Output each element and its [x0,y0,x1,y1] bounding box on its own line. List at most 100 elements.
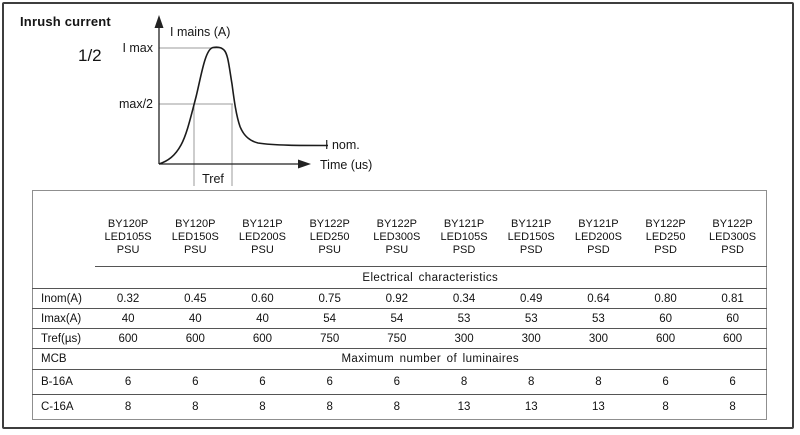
row-label: Tref(µs) [32,328,95,349]
data-cell: 8 [124,401,132,413]
table-header-row: BY120P LED105S PSU BY120P LED150S PSU BY121P LE… [33,190,767,267]
data-cell: 6 [363,369,431,395]
header-line: LED200S [574,231,622,243]
electrical-section-row-title: Electrical characteristics [94,266,767,289]
header-spacer-cell [33,191,95,267]
data-cell: 40 [94,308,162,329]
y-axis-arrow [154,15,164,28]
table-row-tref-s-: Tref(µs) 600 600 600 750 750 300 300 300 600 600 [32,328,767,349]
header-line: PSD [721,244,744,256]
header-line: PSU [385,244,409,256]
data-cell: 6 [632,369,700,395]
data-cell: 8 [259,401,266,413]
header-line: LED200S [238,231,287,243]
column-header-by121p-led150s-psd: BY121P LED150S PSD [497,190,565,267]
data-cell: 54 [363,308,431,329]
header-line: LED105S [440,231,488,243]
header-line: PSU [183,244,207,256]
data-cell: 53 [564,308,632,329]
data-cell: 600 [228,328,297,349]
table-row-inom-a-: Inom(A) 0.32 0.45 0.60 0.75 0.92 0.34 0.49 0.64 0… [32,288,767,309]
header-line: PSD [519,244,543,256]
data-cell: 8 [430,369,498,395]
inrush-current-graph: I mains (A) I max max/2 I nom. Time (us)… [119,15,372,186]
data-cell: 300 [430,328,498,349]
data-cell: 60 [632,308,700,329]
table-row-c-16a: C-16A 8 8 8 8 8 13 13 13 8 8 [33,395,767,420]
header-line: LED150S [507,231,555,243]
data-cell: 600 [94,328,162,349]
data-cell: 8 [393,401,401,413]
column-header-by122p-led300s-psd: BY122P LED300S PSD [699,190,767,267]
data-cell: 0.92 [363,288,431,309]
mcb-section-row: MCB Maximum number of luminaires [32,348,767,370]
data-cell: 54 [296,308,364,329]
data-cell: 750 [363,328,431,349]
table-row-b-16a: B-16A 6 6 6 6 6 8 8 8 6 6 [32,369,767,395]
row-label: Imax(A) [32,308,95,329]
data-cell: 53 [497,308,565,329]
data-cell: 0.49 [497,288,565,309]
column-header-by121p-led200s-psd: BY121P LED200S PSD [564,190,632,267]
data-cell: 53 [430,308,498,329]
header-line: BY120P [175,218,216,230]
half-fraction-label: 1/2 [78,46,102,65]
header-line: PSU [116,244,140,256]
column-header-by122p-led250-psd: BY122P LED250 PSD [632,190,700,267]
inrush-current-figure: Inrush current 1/2 I mains (A) I max max… [2,2,794,429]
y-axis-label: I mains (A) [170,25,230,39]
data-cell: 600 [699,328,767,349]
header-line: BY121P [578,218,619,230]
header-line: BY120P [107,218,149,230]
halfmax-label: max/2 [119,97,153,111]
data-cell: 8 [729,401,736,413]
data-cell: 8 [564,369,632,395]
data-cell: 8 [662,401,669,413]
column-header-by121p-led105s-psd: BY121P LED105S PSD [430,190,498,267]
data-cell: 6 [296,369,364,395]
mcb-section-row-label: MCB [32,348,95,370]
x-axis-label: Time (us) [320,158,372,172]
x-axis-arrow [298,159,311,169]
header-line: LED105S [104,231,152,243]
tref-label: Tref [202,172,224,186]
data-cell: 40 [228,308,297,329]
figure-title: Inrush current [20,14,111,29]
data-cell: 40 [161,308,229,329]
header-line: LED150S [171,231,219,243]
data-cell: 8 [192,401,199,413]
data-cell: 0.60 [228,288,297,309]
data-cell: 13 [524,401,538,413]
header-line: BY122P [645,218,686,230]
data-cell: 0.75 [296,288,364,309]
data-cell: 600 [161,328,229,349]
column-header-by122p-led300s-psu: BY122P LED300S PSU [363,190,431,267]
column-header-by122p-led250-psu: BY122P LED250 PSU [296,190,364,267]
data-cell: 600 [632,328,700,349]
data-cell: 300 [564,328,632,349]
column-header-by121p-led200s-psu: BY121P LED200S PSU [228,190,297,267]
header-line: BY122P [309,218,350,230]
header-line: BY121P [511,218,552,230]
header-line: BY122P [376,218,418,230]
data-cell: 0.80 [632,288,700,309]
inom-label: I nom. [325,138,360,152]
header-line: BY121P [443,218,485,230]
mcb-section-row-title: Maximum number of luminaires [94,348,767,370]
electrical-section-row: Electrical characteristics [32,266,767,289]
data-cell: 8 [497,369,565,395]
data-cell: 13 [592,401,605,413]
data-cell: 0.81 [699,288,767,309]
header-line: PSU [251,244,274,256]
table-head: BY120P LED105S PSU BY120P LED150S PSU BY121P LE… [33,190,767,267]
imax-label: I max [122,41,153,55]
data-cell: 6 [161,369,229,395]
data-cell: 300 [497,328,565,349]
data-cell: 0.32 [94,288,162,309]
row-label: B-16A [32,369,95,395]
header-line: BY121P [242,218,283,230]
inrush-curve [158,46,329,165]
data-cell: 6 [94,369,162,395]
data-cell: 0.34 [430,288,498,309]
header-line: BY122P [712,218,753,230]
